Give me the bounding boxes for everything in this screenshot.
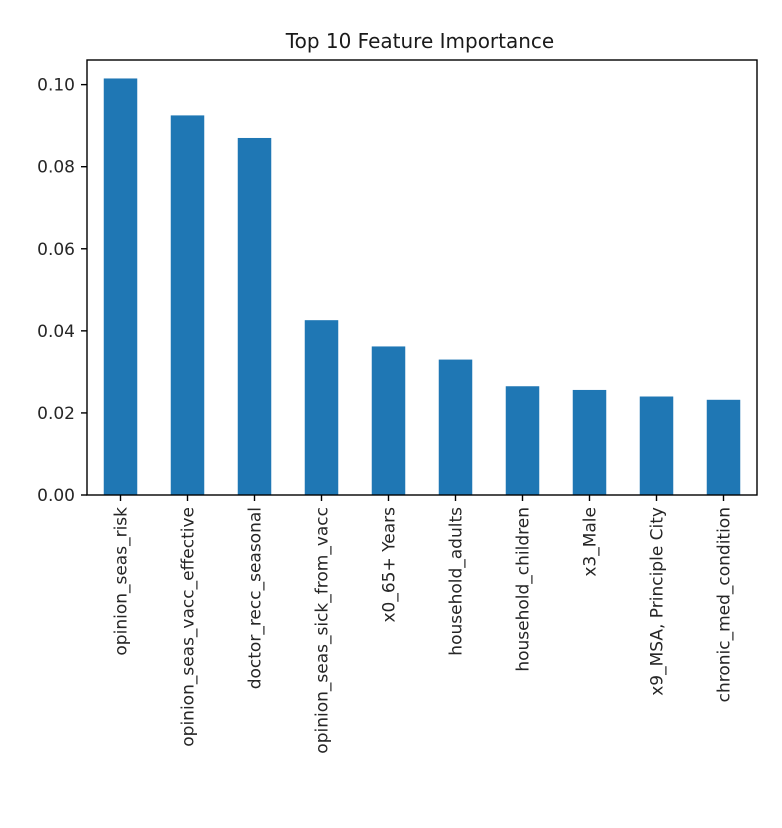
x-tick-label-9: chronic_med_condition: [715, 507, 735, 702]
bar-6: [505, 386, 540, 495]
y-tick-label-3: 0.06: [37, 240, 75, 260]
bar-0: [103, 78, 138, 495]
x-tick-label-6: household_children: [514, 507, 534, 672]
x-axis: opinion_seas_risk opinion_seas_vacc_effec…: [112, 495, 735, 754]
bar-4: [371, 346, 406, 495]
x-tick-label-4: x0_65+ Years: [380, 507, 400, 623]
y-axis: 0.00 0.02 0.04 0.06 0.08 0.10: [37, 76, 87, 506]
bar-8: [639, 396, 674, 495]
y-tick-label-2: 0.04: [37, 322, 75, 342]
y-tick-label-4: 0.08: [37, 158, 75, 178]
bar-1: [170, 115, 205, 495]
x-tick-label-2: doctor_recc_seasonal: [246, 507, 266, 689]
x-tick-label-7: x3_Male: [581, 507, 601, 577]
bar-3: [304, 320, 339, 495]
bar-7: [572, 389, 607, 495]
chart-title: Top 10 Feature Importance: [285, 29, 554, 53]
y-tick-label-5: 0.10: [37, 76, 75, 96]
bars-group: [103, 78, 741, 496]
plot-frame: [86, 59, 758, 496]
x-tick-label-1: opinion_seas_vacc_effective: [179, 507, 199, 747]
x-tick-label-8: x9_MSA, Principle City: [648, 507, 668, 696]
y-tick-label-1: 0.02: [37, 404, 75, 424]
bar-9: [706, 399, 741, 495]
x-tick-label-0: opinion_seas_risk: [112, 507, 132, 656]
x-tick-label-3: opinion_seas_sick_from_vacc: [313, 507, 333, 754]
bar-5: [438, 359, 473, 495]
x-tick-label-5: household_adults: [447, 507, 467, 656]
bar-2: [237, 137, 272, 496]
y-tick-label-0: 0.00: [37, 486, 75, 506]
